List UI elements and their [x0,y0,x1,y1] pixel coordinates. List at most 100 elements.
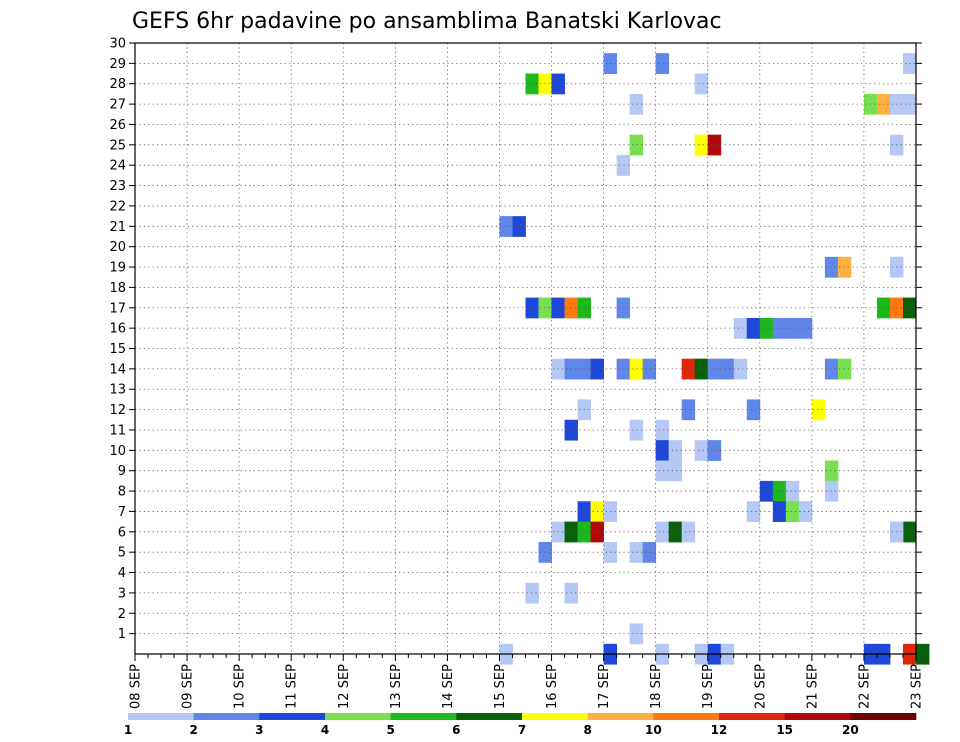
legend-swatch [784,713,851,720]
x-tick-label: 09 SEP [181,664,196,709]
legend: 1 2 3 4 5 6 7 8 10 12 15 20 [124,713,917,737]
heatmap-cell [694,73,709,95]
heatmap-cell [798,501,813,523]
y-tick-label: 14 [109,362,126,377]
heatmap-cell [707,134,722,156]
heatmap-cell [746,399,761,421]
heatmap-cell [785,317,800,339]
heatmap-cell [629,623,644,645]
legend-swatch [587,713,654,720]
y-tick-label: 29 [109,57,126,72]
y-tick-label: 20 [109,240,126,255]
y-tick-label: 5 [118,546,126,561]
heatmap-cell [746,501,761,523]
heatmap-cell [837,358,852,380]
x-tick-label: 10 SEP [233,664,248,709]
legend-label: 2 [189,723,197,737]
y-tick-label: 13 [109,383,126,398]
grid-lines [135,43,916,654]
x-tick-label: 19 SEP [701,664,716,709]
heatmap-cell [916,643,930,665]
heatmap-cell [772,501,787,523]
heatmap-cell [824,460,839,482]
heatmap-cell [694,134,709,156]
heatmap-cell [733,358,748,380]
y-tick-label: 30 [109,37,126,52]
legend-swatch [390,713,457,720]
legend-label: 5 [386,723,394,737]
heatmap-cell [642,358,657,380]
y-tick-label: 9 [118,464,126,479]
heatmap-cell [811,399,826,421]
x-tick-label: 08 SEP [129,664,144,709]
heatmap-cell [616,297,631,319]
legend-label: 3 [255,723,263,737]
heatmap-cell [707,358,722,380]
x-tick-labels: 08 SEP 09 SEP 10 SEP 11 SEP 12 SEP 13 SEP 14 S… [129,664,925,709]
heatmap-cell [746,317,761,339]
heatmap-cell [655,460,670,482]
x-tick-label: 16 SEP [545,664,560,709]
y-tick-label: 24 [109,159,126,174]
heatmap-cell [655,521,670,543]
legend-swatch [456,713,523,720]
plot-frame [134,42,917,655]
legend-label: 15 [776,723,793,737]
legend-swatch [193,713,260,720]
heatmap-cell [694,440,709,461]
x-tick-label: 13 SEP [389,664,404,709]
y-tick-label: 22 [109,199,126,214]
heatmap-cell [733,317,748,339]
x-tick-label: 14 SEP [441,664,456,709]
heatmap-cell [759,480,774,502]
legend-swatch [325,713,391,720]
x-tick-label: 21 SEP [805,664,820,709]
x-tick-label: 11 SEP [285,664,300,709]
legend-label: 8 [583,723,591,737]
y-tick-label: 10 [109,444,126,459]
legend-label: 12 [711,723,728,737]
x-tick-label: 20 SEP [753,664,768,709]
legend-swatch [719,713,785,720]
legend-swatch [653,713,720,720]
heatmap-cell [616,155,631,176]
x-tick-label: 23 SEP [910,664,925,709]
heatmap-cell [694,358,709,380]
y-tick-label: 18 [109,281,126,296]
heatmap-cell [499,216,513,237]
legend-label: 6 [452,723,460,737]
heatmap-cell [668,521,683,543]
y-tick-label: 28 [109,77,126,92]
x-tick-label: 17 SEP [597,664,612,709]
y-tick-label: 3 [118,586,126,601]
heatmap-cell [668,440,683,461]
legend-swatch [259,713,326,720]
heatmap-cell [525,73,539,95]
heatmap-cell [759,317,774,339]
y-tick-label: 11 [109,423,126,438]
heatmap-cell [824,256,839,278]
y-tick-label: 2 [118,607,126,622]
legend-swatch [128,713,194,720]
heatmap-cell [629,541,644,563]
chart-title: GEFS 6hr padavine po ansamblima Banatski… [132,9,722,34]
heatmap-cell [525,582,539,604]
y-tick-label: 16 [109,322,126,337]
y-tick-label: 19 [109,261,126,276]
heatmap-cell [642,541,657,563]
x-tick-label: 18 SEP [649,664,664,709]
heatmap-cell [629,358,644,380]
heatmap-cell [785,480,800,502]
heatmap-cell [785,501,800,523]
heatmap-cell [707,440,722,461]
y-tick-labels: 1234567891011121314151617181920212223242… [109,37,126,643]
heatmap-cell [824,358,839,380]
y-tick-label: 23 [109,179,126,194]
heatmap-cell [629,93,644,115]
heatmap-cell [798,317,813,339]
y-tick-label: 8 [118,485,126,500]
heatmap-cell [824,480,839,502]
heatmap-cell [629,419,644,441]
y-tick-label: 27 [109,98,126,113]
